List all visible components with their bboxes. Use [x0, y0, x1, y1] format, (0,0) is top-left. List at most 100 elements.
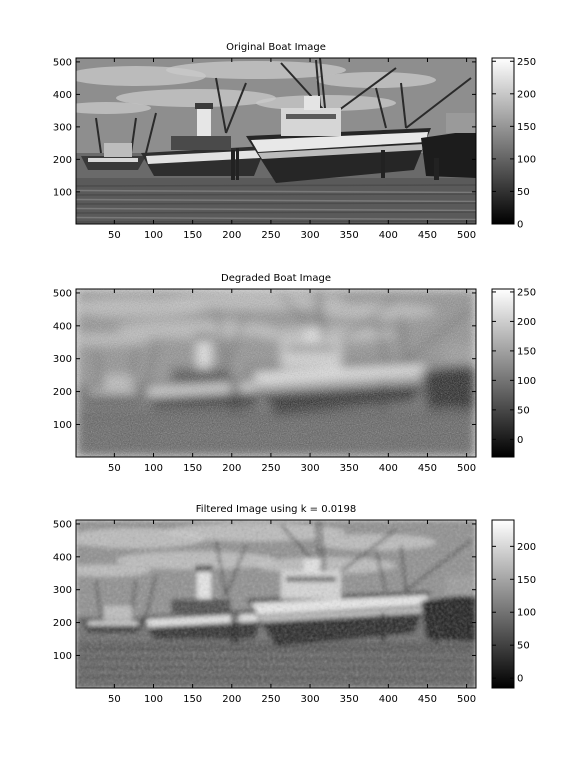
- x-tick-label: 150: [183, 694, 202, 705]
- x-tick: 250: [261, 520, 280, 705]
- subplot-title: Original Boat Image: [226, 42, 326, 53]
- x-tick: 100: [144, 58, 163, 241]
- x-tick: 400: [379, 289, 398, 474]
- x-tick-label: 200: [222, 694, 241, 705]
- subplot-1: Original Boat Image 50 100 150 200 250 300 350 4…: [53, 42, 536, 241]
- colorbar-tick-label: 50: [517, 405, 530, 416]
- x-tick-label: 150: [183, 230, 202, 241]
- x-tick-label: 100: [144, 694, 163, 705]
- colorbar-tick: 0: [492, 220, 523, 231]
- y-tick-label: 200: [53, 387, 72, 398]
- x-tick: 500: [457, 58, 476, 241]
- x-tick-label: 400: [379, 463, 398, 474]
- colorbar-tick-label: 100: [517, 608, 536, 619]
- x-tick: 500: [457, 520, 476, 705]
- y-tick: 200: [53, 155, 476, 166]
- x-tick-label: 500: [457, 230, 476, 241]
- x-tick: 200: [222, 520, 241, 705]
- x-tick-label: 350: [340, 230, 359, 241]
- y-tick: 500: [53, 288, 476, 299]
- y-tick-label: 300: [53, 122, 72, 133]
- colorbar-tick: 200: [492, 317, 536, 328]
- x-tick: 200: [222, 289, 241, 474]
- colorbar-tick-label: 100: [517, 376, 536, 387]
- x-tick-label: 500: [457, 463, 476, 474]
- x-tick: 50: [108, 520, 121, 705]
- colorbar-tick: 250: [492, 287, 536, 298]
- colorbar-tick: 250: [492, 57, 536, 68]
- y-tick: 400: [53, 321, 476, 332]
- colorbar-tick-label: 200: [517, 317, 536, 328]
- colorbar-tick: 150: [492, 346, 536, 357]
- x-tick: 250: [261, 58, 280, 241]
- colorbar-tick-label: 50: [517, 641, 530, 652]
- x-tick-label: 150: [183, 463, 202, 474]
- colorbar: 0 50 100 150 200 250: [491, 287, 536, 458]
- y-tick-label: 500: [53, 519, 72, 530]
- colorbar-tick: 100: [492, 376, 536, 387]
- x-tick-label: 450: [418, 230, 437, 241]
- colorbar-tick: 0: [492, 435, 523, 446]
- x-tick: 300: [301, 520, 320, 705]
- x-tick-label: 200: [222, 230, 241, 241]
- colorbar-tick-label: 0: [517, 435, 523, 446]
- x-tick-label: 200: [222, 463, 241, 474]
- subplot-title: Filtered Image using k = 0.0198: [196, 504, 356, 515]
- colorbar-tick-label: 0: [517, 220, 523, 231]
- x-tick-label: 250: [261, 230, 280, 241]
- y-tick-label: 100: [53, 187, 72, 198]
- x-tick-label: 100: [144, 463, 163, 474]
- colorbar-tick: 150: [492, 575, 536, 586]
- x-tick-label: 250: [261, 694, 280, 705]
- x-tick: 400: [379, 520, 398, 705]
- axes-frame: [75, 519, 477, 689]
- colorbar-tick-label: 150: [517, 575, 536, 586]
- axes-frame: [75, 288, 477, 458]
- colorbar-tick-label: 250: [517, 57, 536, 68]
- x-tick-label: 50: [108, 694, 121, 705]
- x-tick: 50: [108, 289, 121, 474]
- y-tick: 400: [53, 552, 476, 563]
- colorbar: 0 50 100 150 200 250: [491, 57, 536, 231]
- colorbar-tick-label: 100: [517, 154, 536, 165]
- x-tick: 350: [340, 289, 359, 474]
- y-tick-label: 100: [53, 420, 72, 431]
- colorbar-tick: 200: [492, 89, 536, 100]
- x-tick-label: 100: [144, 230, 163, 241]
- y-tick-label: 400: [53, 321, 72, 332]
- x-tick-label: 50: [108, 463, 121, 474]
- x-tick-label: 350: [340, 463, 359, 474]
- y-tick-label: 400: [53, 90, 72, 101]
- colorbar-tick-label: 250: [517, 287, 536, 298]
- x-tick-label: 400: [379, 230, 398, 241]
- colorbar-gradient: [491, 519, 515, 689]
- y-tick-label: 200: [53, 155, 72, 166]
- x-tick: 500: [457, 289, 476, 474]
- x-tick-label: 300: [301, 230, 320, 241]
- x-tick: 250: [261, 289, 280, 474]
- x-tick: 150: [183, 520, 202, 705]
- x-tick: 300: [301, 58, 320, 241]
- x-tick: 350: [340, 520, 359, 705]
- colorbar-tick: 100: [492, 608, 536, 619]
- colorbar-tick-label: 150: [517, 122, 536, 133]
- x-tick-label: 500: [457, 694, 476, 705]
- y-tick: 300: [53, 122, 476, 133]
- colorbar-tick-label: 150: [517, 346, 536, 357]
- x-tick: 450: [418, 289, 437, 474]
- subplot-title: Degraded Boat Image: [221, 273, 331, 284]
- y-tick: 100: [53, 187, 476, 198]
- x-tick: 150: [183, 289, 202, 474]
- y-tick-label: 200: [53, 618, 72, 629]
- colorbar-tick: 50: [492, 187, 530, 198]
- y-tick-label: 300: [53, 354, 72, 365]
- x-tick: 150: [183, 58, 202, 241]
- y-tick: 200: [53, 387, 476, 398]
- x-tick-label: 300: [301, 694, 320, 705]
- x-tick-label: 50: [108, 230, 121, 241]
- x-tick: 450: [418, 520, 437, 705]
- image-heatmap: [76, 58, 476, 224]
- subplot-2: Degraded Boat Image 50 100 150 200 250 300 350 4…: [53, 273, 536, 474]
- x-tick-label: 250: [261, 463, 280, 474]
